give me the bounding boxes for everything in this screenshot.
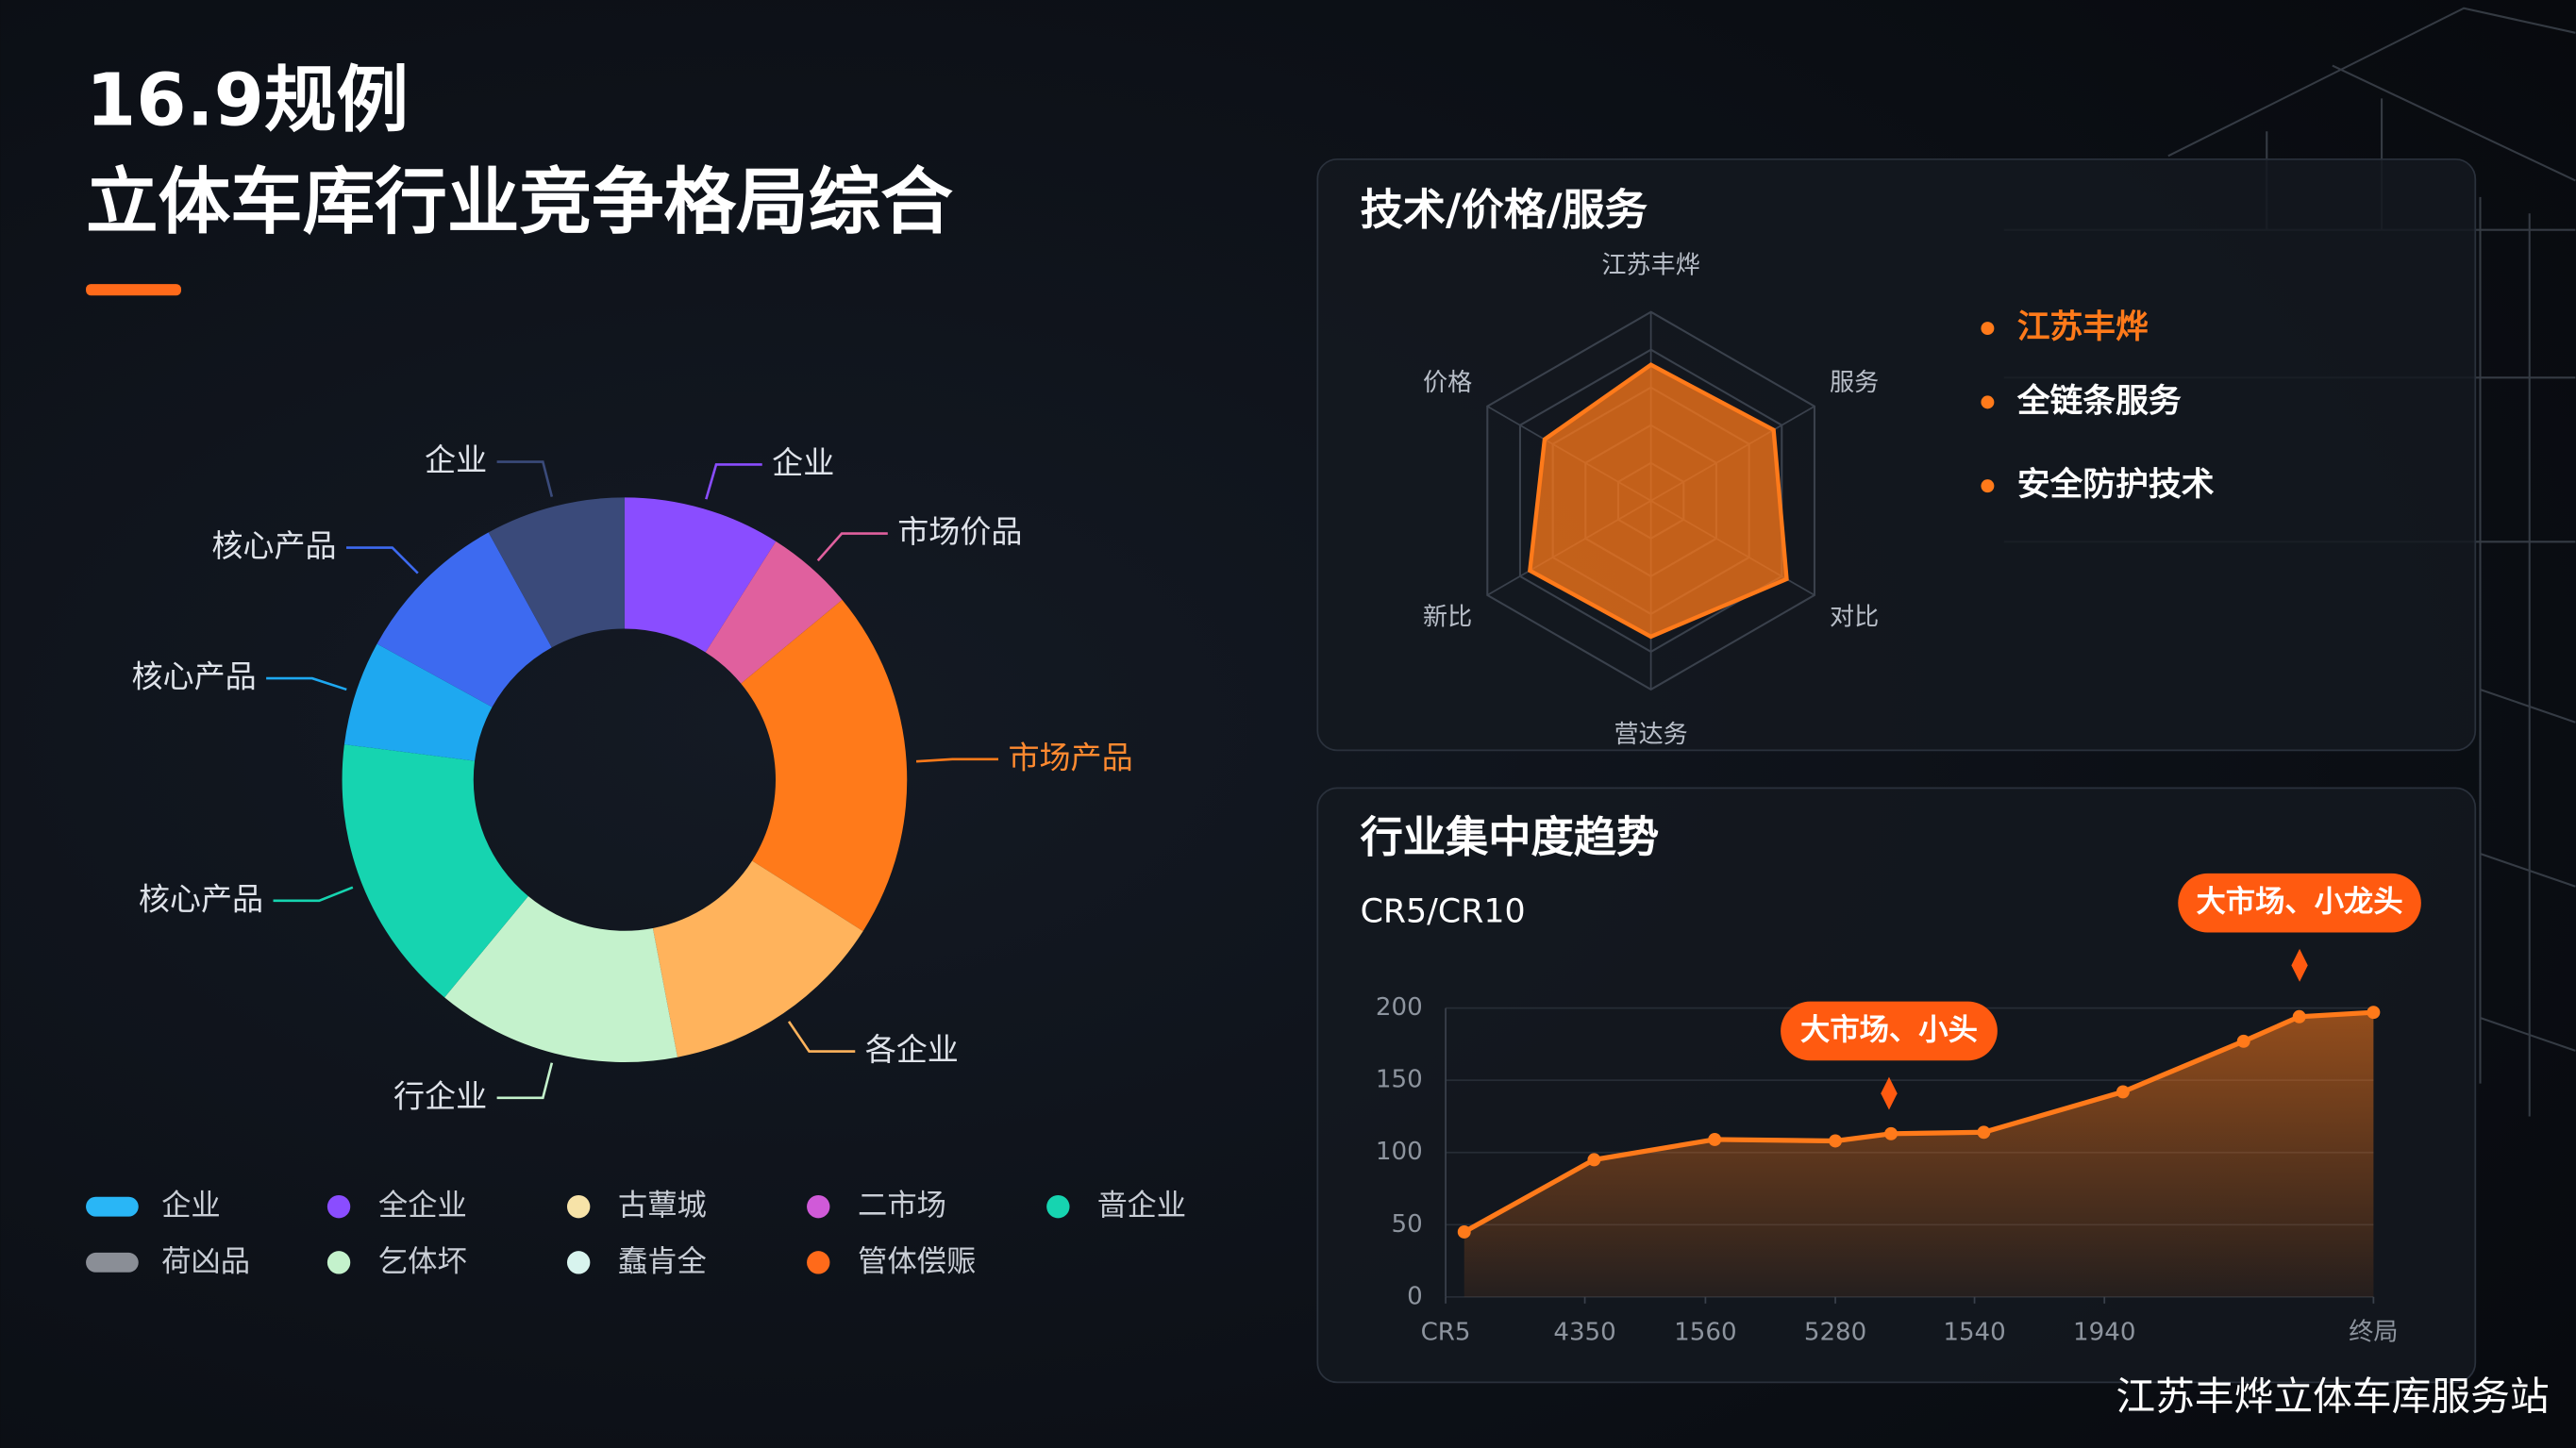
legend-label: 二市场 [858,1189,946,1223]
annotation: 大市场、小头 [1800,1012,1978,1047]
legend-label: 乞体坏 [378,1244,467,1278]
point [1457,1225,1471,1239]
trend-subtitle: CR5/CR10 [1361,893,1526,931]
radar-axis-label: 新比 [1423,604,1472,632]
trend-title: 行业集中度趋势 [1361,812,1660,862]
donut-label: 行企业 [393,1077,487,1114]
point [1708,1132,1722,1146]
leader-line [266,676,347,691]
donut-label: 市场产品 [1008,739,1132,775]
donut-segment [624,497,777,653]
donut-segment [444,896,677,1063]
legend-swatch [807,1251,830,1274]
title-line-2: 立体车库行业竞争格局综合 [86,160,953,244]
y-tick-label: 200 [1376,993,1423,1022]
point [2367,1006,2381,1020]
list-bullet [1981,479,1995,493]
legend-swatch [86,1252,139,1273]
legend-label: 古蕈城 [618,1189,707,1223]
donut-label: 企业 [425,441,487,478]
point [1587,1153,1601,1167]
title-line-1: 16.9规例 [86,58,409,142]
point [1977,1125,1991,1140]
radar-area [1528,362,1789,640]
legend-swatch [566,1251,591,1274]
point [2116,1085,2130,1099]
radar-axis-label: 对比 [1830,604,1879,632]
leader-line [816,532,888,562]
annotation-box [2178,873,2421,933]
legend-label: 蠢肯全 [618,1244,707,1278]
trend-line [1463,1009,2374,1235]
leader-line [705,463,762,500]
legend-swatch [1046,1194,1070,1219]
annotation: 大市场、小龙头 [2196,884,2402,919]
y-tick-label: 100 [1376,1138,1423,1166]
legend-label: 啬企业 [1097,1189,1186,1223]
point [1884,1126,1899,1140]
radar-panel [1316,158,2477,752]
leader-line [915,757,999,763]
legend-label: 全企业 [378,1189,467,1223]
legend-label: 荷凶品 [161,1244,250,1278]
radar-title: 技术/价格/服务 [1361,185,1648,235]
point [1829,1134,1843,1148]
x-tick-label: 终局 [2349,1319,2398,1347]
y-tick-label: 0 [1407,1282,1423,1310]
point [2292,1009,2306,1024]
leader-line [273,886,354,903]
y-tick-label: 50 [1391,1210,1422,1239]
legend-swatch [326,1194,351,1219]
radar-axis-label: 江苏丰烨 [1601,251,1699,279]
x-tick-label: 4350 [1553,1319,1615,1347]
legend-swatch [86,1196,139,1217]
donut-segment [741,599,908,932]
donut-label: 核心产品 [131,658,256,695]
x-tick-label: CR5 [1421,1319,1471,1347]
leader-line [496,1062,554,1100]
legend-swatch [566,1194,591,1219]
leader-line [787,1021,856,1053]
leader-line [346,546,419,574]
point [2236,1034,2250,1048]
list-bullet [1981,395,1995,409]
radar-axis-label: 营达务 [1614,721,1687,749]
x-tick-label: 1940 [2073,1319,2135,1347]
donut-segment [652,860,863,1057]
list-item: 全链条服务 [2016,381,2182,420]
leader-line [496,460,554,497]
legend-swatch [326,1251,351,1274]
donut-segment [488,497,625,648]
list-bullet [1981,322,1995,336]
x-tick-label: 5280 [1804,1319,1866,1347]
y-tick-label: 150 [1376,1066,1423,1094]
legend-label: 管体偿赈 [858,1244,976,1278]
radar-axis-label: 服务 [1830,369,1879,397]
legend-label: 企业 [161,1189,221,1223]
donut-segment [342,744,528,998]
watermark: 江苏丰烨立体车库服务站 [2116,1373,2549,1419]
donut-segment [376,532,552,707]
donut-label: 市场价品 [897,513,1022,550]
x-tick-label: 1540 [1943,1319,2005,1347]
legend-swatch [807,1194,830,1219]
donut-label: 核心产品 [211,527,336,564]
title-underline [86,284,181,296]
donut-segment [705,541,843,684]
x-tick-label: 1560 [1674,1319,1736,1347]
annotation-box [1781,1001,1998,1061]
list-item: 安全防护技术 [2017,465,2215,504]
list-item: 江苏丰烨 [2017,308,2149,346]
donut-segment [343,643,493,761]
radar-axis-label: 价格 [1423,369,1472,397]
donut-label: 企业 [772,444,834,481]
donut-label: 各企业 [865,1031,959,1068]
donut-label: 核心产品 [139,880,263,917]
